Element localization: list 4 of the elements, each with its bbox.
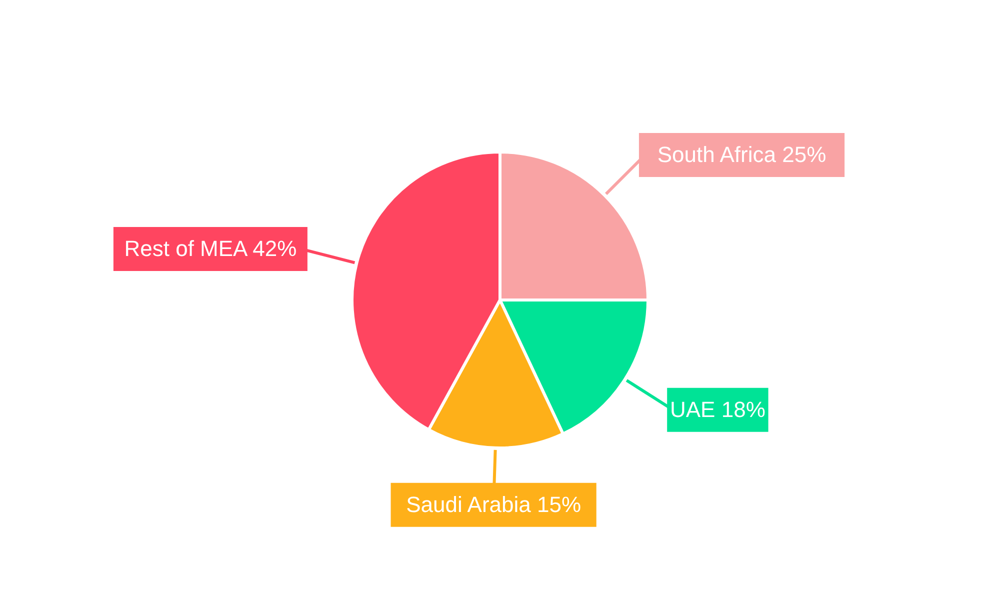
- slice-label: UAE 18%: [670, 396, 766, 422]
- slice-label: Rest of MEA 42%: [124, 236, 297, 262]
- slice-label: South Africa 25%: [657, 142, 826, 168]
- slice-label: Saudi Arabia 15%: [406, 492, 582, 517]
